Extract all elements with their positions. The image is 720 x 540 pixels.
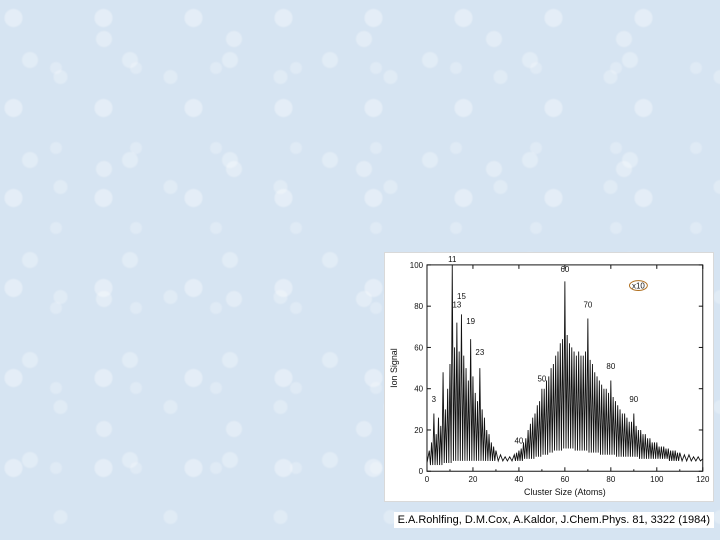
svg-text:100: 100 (650, 475, 664, 484)
svg-text:0: 0 (419, 467, 424, 476)
peak-label: 13 (452, 300, 461, 309)
svg-text:20: 20 (414, 426, 423, 435)
svg-text:60: 60 (414, 343, 423, 352)
peak-label: 11 (448, 255, 457, 264)
peak-label: 40 (515, 437, 524, 446)
chart-svg: 0 20 40 60 80 100 120 0 20 40 60 80 100 3 11 1315 19 23 4… (385, 253, 713, 501)
svg-text:120: 120 (696, 475, 710, 484)
peak-label: 80 (606, 362, 615, 371)
x-axis-label: Cluster Size (Atoms) (524, 487, 606, 497)
scale-badge: x10 (632, 282, 645, 291)
peak-label: 60 (560, 265, 569, 274)
mass-spectrum-chart: 0 20 40 60 80 100 120 0 20 40 60 80 100 3 11 1315 19 23 4… (384, 252, 714, 502)
svg-text:80: 80 (414, 302, 423, 311)
peak-label: 15 (457, 292, 466, 301)
peak-label: 3 (432, 395, 437, 404)
y-axis-label: Ion Signal (389, 348, 399, 388)
svg-text:40: 40 (515, 475, 524, 484)
svg-text:60: 60 (560, 475, 569, 484)
svg-text:0: 0 (425, 475, 430, 484)
peak-label: 50 (537, 375, 546, 384)
peak-label: 19 (466, 317, 475, 326)
peak-label: 70 (583, 300, 592, 309)
svg-text:80: 80 (606, 475, 615, 484)
svg-text:100: 100 (410, 261, 424, 270)
peak-label: 23 (475, 348, 484, 357)
svg-text:20: 20 (469, 475, 478, 484)
peak-label: 90 (629, 395, 638, 404)
svg-text:40: 40 (414, 385, 423, 394)
citation-text: E.A.Rohlfing, D.M.Cox, A.Kaldor, J.Chem.… (394, 512, 714, 528)
